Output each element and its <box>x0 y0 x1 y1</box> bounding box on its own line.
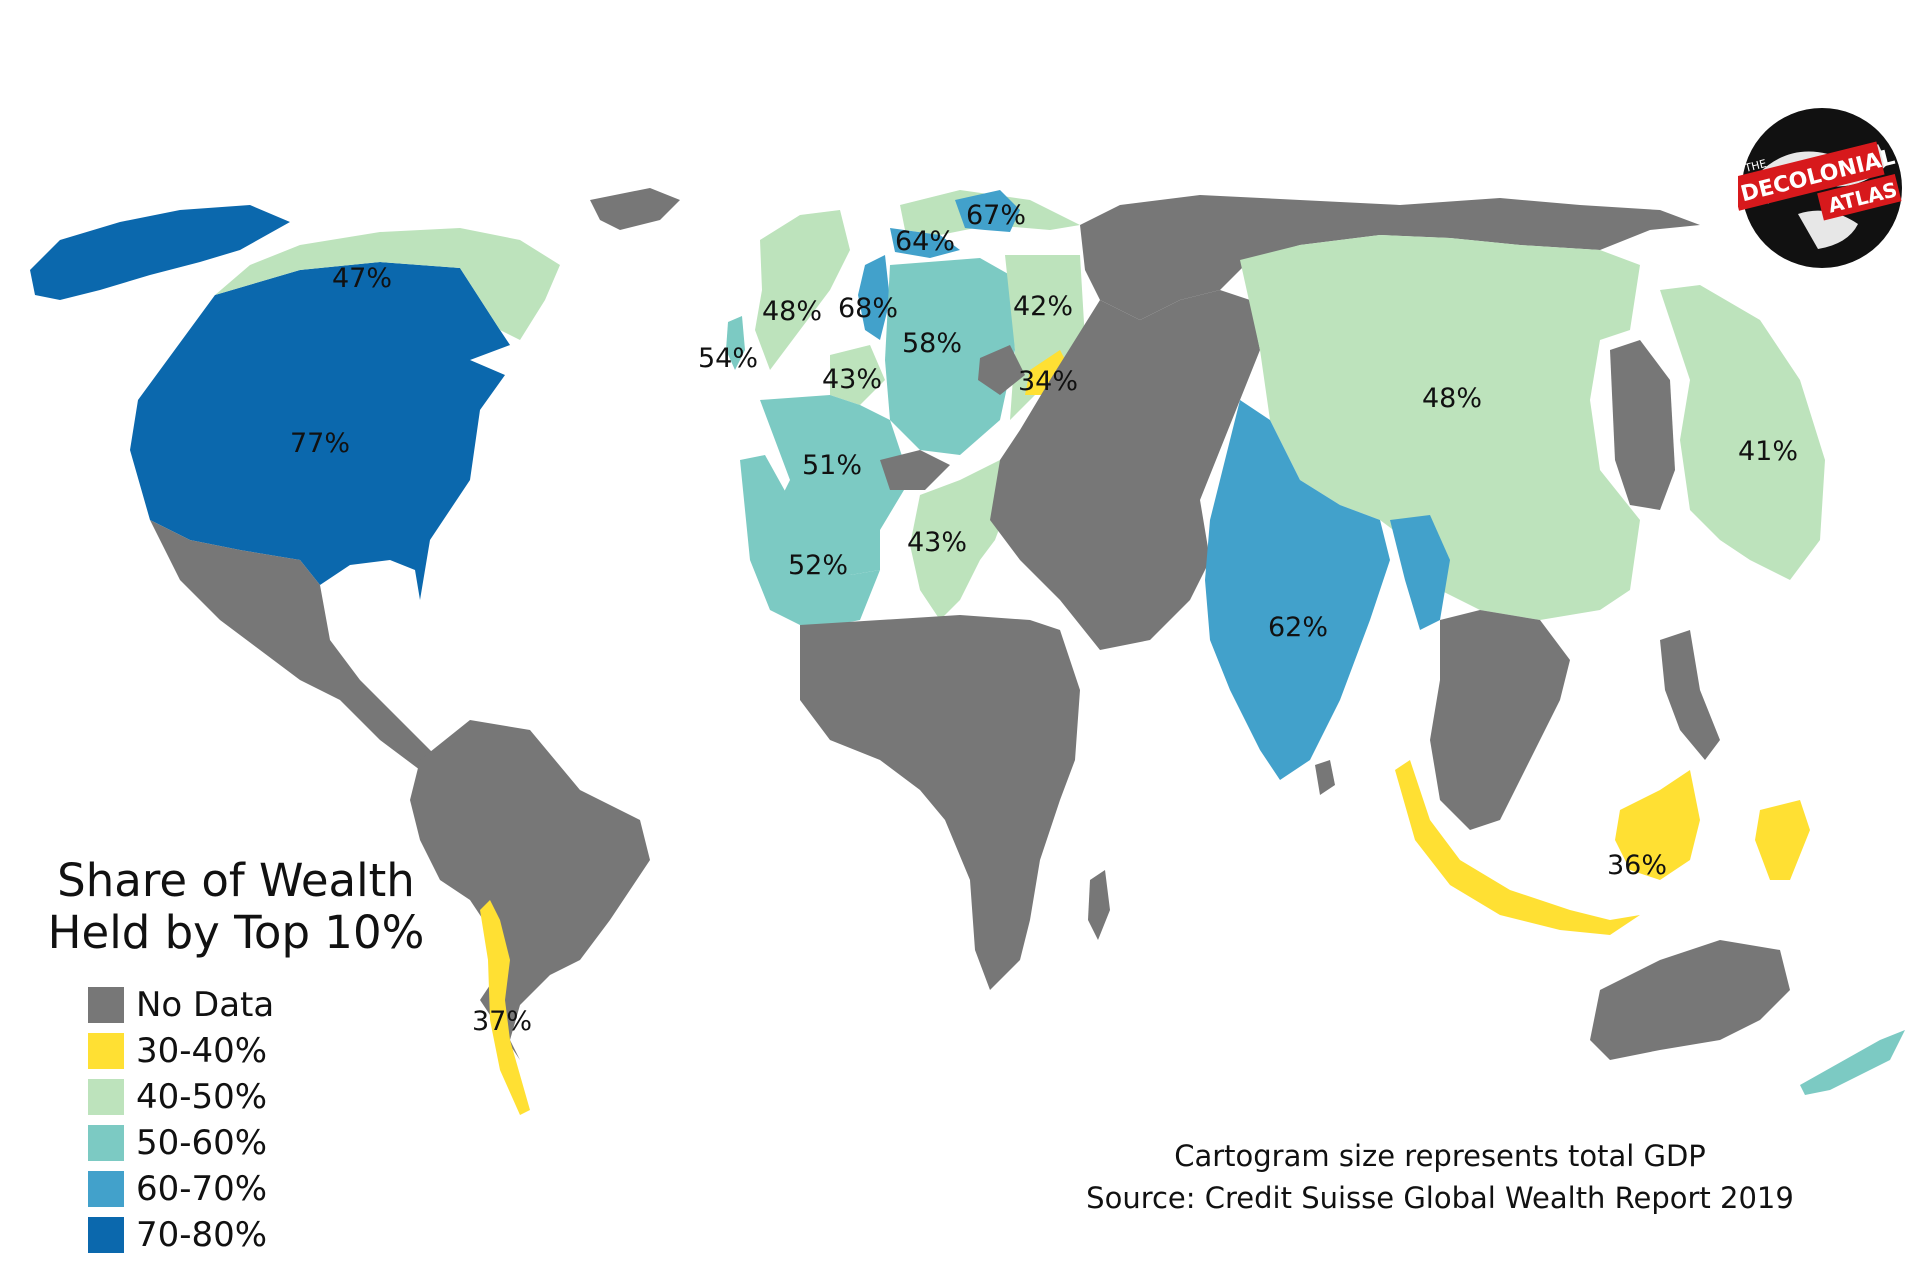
legend-label: 30-40% <box>136 1031 268 1071</box>
region-russia <box>1080 195 1700 320</box>
region-india <box>1205 400 1390 780</box>
region-sweden <box>890 228 960 258</box>
region-africa <box>800 615 1080 990</box>
region-philippines <box>1660 630 1720 760</box>
region-bangladesh-myanmar <box>1390 515 1450 630</box>
region-uk <box>755 210 850 370</box>
label-finland: 67% <box>966 200 1026 231</box>
label-canada: 47% <box>332 263 392 294</box>
region-germany <box>885 258 1015 455</box>
legend-title: Share of Wealth Held by Top 10% <box>36 855 436 959</box>
region-madagascar <box>1088 870 1110 940</box>
region-italy <box>910 460 1010 620</box>
legend-swatch <box>88 1125 124 1161</box>
label-netherlands: 68% <box>838 293 898 324</box>
legend-title-line2: Held by Top 10% <box>47 906 425 959</box>
region-switzerland-austria <box>880 450 950 490</box>
legend: No Data 30-40% 40-50% 50-60% 60-70% 70-8… <box>88 982 274 1258</box>
legend-swatch <box>88 987 124 1023</box>
label-italy: 43% <box>907 527 967 558</box>
region-spain <box>740 455 880 630</box>
label-germany: 58% <box>902 328 962 359</box>
region-indonesia-sumatra-java <box>1395 760 1640 935</box>
legend-label: 50-60% <box>136 1123 268 1163</box>
label-slovakia: 34% <box>1018 366 1078 397</box>
caption-line1: Cartogram size represents total GDP <box>1174 1139 1706 1173</box>
region-japan <box>1660 285 1825 580</box>
region-alaska <box>30 205 290 300</box>
legend-label: 40-50% <box>136 1077 268 1117</box>
label-belgium: 43% <box>822 364 882 395</box>
label-usa: 77% <box>290 428 350 459</box>
legend-item-50-60: 50-60% <box>88 1120 274 1166</box>
region-czechia <box>978 345 1025 395</box>
label-indonesia: 36% <box>1607 850 1667 881</box>
region-new-zealand <box>1800 1030 1905 1095</box>
legend-title-line1: Share of Wealth <box>57 854 415 907</box>
label-ireland: 54% <box>698 343 758 374</box>
caption-line2: Source: Credit Suisse Global Wealth Repo… <box>1086 1181 1794 1215</box>
map-caption: Cartogram size represents total GDP Sour… <box>1060 1135 1820 1219</box>
region-ireland <box>726 316 745 370</box>
region-belgium <box>830 345 885 405</box>
label-japan: 41% <box>1738 436 1798 467</box>
region-central-asia-middle-east <box>990 290 1260 650</box>
legend-item-no-data: No Data <box>88 982 274 1028</box>
region-indonesia-papua <box>1755 800 1810 880</box>
legend-swatch <box>88 1033 124 1069</box>
legend-label: 60-70% <box>136 1169 268 1209</box>
label-sweden: 64% <box>895 226 955 257</box>
label-france: 51% <box>802 450 862 481</box>
legend-label: 70-80% <box>136 1215 268 1255</box>
region-poland <box>1005 255 1085 420</box>
region-greenland <box>590 188 680 230</box>
decolonial-atlas-logo: THE DECOLONIAL ATLAS <box>1738 108 1902 268</box>
legend-item-70-80: 70-80% <box>88 1212 274 1258</box>
label-poland: 42% <box>1013 291 1073 322</box>
label-chile: 37% <box>472 1006 532 1037</box>
region-finland <box>955 190 1020 232</box>
legend-swatch <box>88 1171 124 1207</box>
region-australia <box>1590 940 1790 1060</box>
label-spain: 52% <box>788 550 848 581</box>
region-usa <box>130 262 520 600</box>
label-india: 62% <box>1268 612 1328 643</box>
region-indonesia-borneo-sulawesi <box>1615 770 1700 880</box>
region-southeast-asia <box>1430 610 1570 830</box>
region-mexico-central-america <box>150 520 440 770</box>
label-china: 48% <box>1422 383 1482 414</box>
region-netherlands <box>858 255 890 340</box>
region-sri-lanka <box>1315 760 1335 795</box>
region-chile <box>480 900 530 1115</box>
region-canada <box>215 228 560 340</box>
region-south-america <box>410 720 650 1060</box>
legend-swatch <box>88 1217 124 1253</box>
legend-item-40-50: 40-50% <box>88 1074 274 1120</box>
legend-swatch <box>88 1079 124 1115</box>
logo-the: THE <box>1742 157 1767 175</box>
region-china <box>1240 235 1640 620</box>
legend-item-60-70: 60-70% <box>88 1166 274 1212</box>
legend-label: No Data <box>136 985 275 1025</box>
legend-item-30-40: 30-40% <box>88 1028 274 1074</box>
region-korea <box>1610 340 1675 510</box>
label-uk: 48% <box>762 296 822 327</box>
region-slovakia <box>1025 350 1068 395</box>
